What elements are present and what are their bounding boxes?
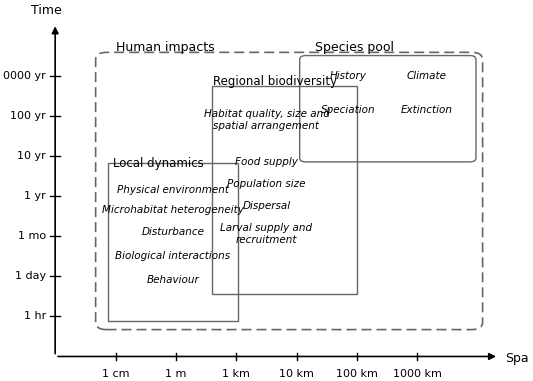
Text: Disturbance: Disturbance [141, 227, 204, 237]
Text: Spa: Spa [505, 352, 529, 365]
Text: Population size: Population size [227, 179, 306, 189]
Text: 1000 km: 1000 km [393, 368, 442, 378]
Text: History: History [329, 70, 366, 81]
Text: Species pool: Species pool [315, 40, 394, 54]
Text: 1 day: 1 day [15, 271, 46, 281]
Text: Speciation: Speciation [321, 105, 375, 115]
Text: Behaviour: Behaviour [147, 275, 199, 285]
Text: Local dynamics: Local dynamics [112, 157, 203, 170]
Text: Dispersal: Dispersal [243, 201, 290, 211]
Text: 1 cm: 1 cm [102, 368, 130, 378]
Text: Food supply: Food supply [235, 157, 298, 167]
Text: 1 yr: 1 yr [25, 191, 46, 201]
Bar [212, 86, 357, 294]
Text: 10 yr: 10 yr [18, 151, 46, 161]
Text: Extinction: Extinction [400, 105, 453, 115]
Text: 100 yr: 100 yr [10, 111, 46, 121]
Text: Habitat quality, size and
spatial arrangement: Habitat quality, size and spatial arrang… [204, 109, 329, 131]
Text: Climate: Climate [407, 70, 447, 81]
Text: Microhabitat heterogeneity: Microhabitat heterogeneity [102, 205, 244, 215]
Text: 1 km: 1 km [222, 368, 250, 378]
Text: 1 hr: 1 hr [24, 311, 46, 321]
Text: 1 mo: 1 mo [18, 231, 46, 241]
Text: Time: Time [31, 5, 61, 18]
Text: 1 m: 1 m [165, 368, 187, 378]
Bar [108, 163, 238, 321]
Text: 10 km: 10 km [279, 368, 314, 378]
Text: Larval supply and
recruitment: Larval supply and recruitment [221, 223, 312, 245]
Text: Physical environment: Physical environment [117, 185, 229, 195]
Text: Human impacts: Human impacts [116, 40, 214, 54]
Text: 0000 yr: 0000 yr [3, 70, 46, 81]
Text: 100 km: 100 km [336, 368, 378, 378]
Text: Regional biodiversity: Regional biodiversity [213, 75, 337, 88]
Text: Biological interactions: Biological interactions [115, 251, 230, 261]
